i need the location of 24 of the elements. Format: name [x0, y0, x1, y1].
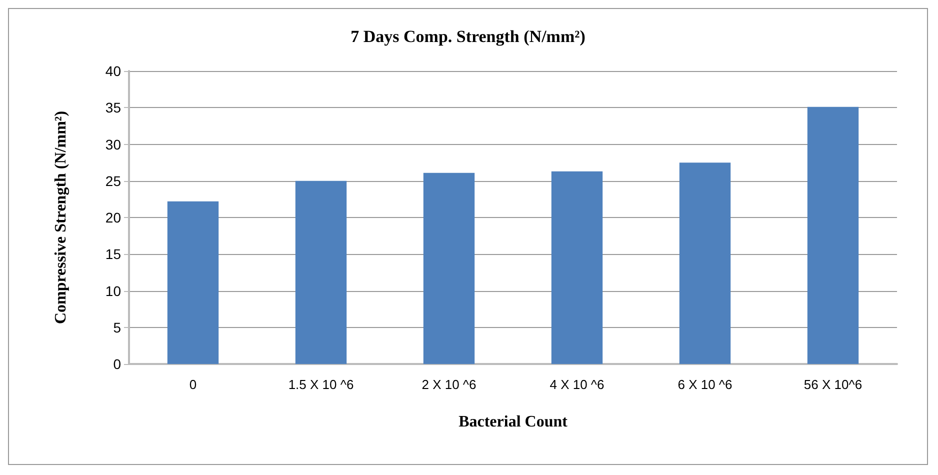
x-tick-label: 1.5 X 10 ^6	[288, 377, 354, 392]
y-tick-label: 25	[105, 172, 122, 189]
x-tick-label: 56 X 10^6	[804, 377, 862, 392]
chart-title: 7 Days Comp. Strength (N/mm²)	[350, 27, 586, 46]
y-tick-label: 5	[113, 319, 122, 336]
y-tick-label: 0	[113, 356, 122, 372]
x-tick-label: 2 X 10 ^6	[422, 377, 476, 392]
bar	[167, 201, 219, 364]
y-tick-label: 30	[105, 136, 122, 152]
x-tick-label: 4 X 10 ^6	[550, 377, 604, 392]
x-axis-title: Bacterial Count	[458, 414, 568, 430]
bar	[679, 162, 731, 364]
bar	[551, 171, 603, 364]
y-tick-label: 35	[105, 100, 122, 116]
y-tick-label: 10	[105, 282, 122, 299]
y-axis-title: Compressive Strength (N/mm²)	[52, 110, 70, 324]
x-tick-label: 6 X 10 ^6	[678, 377, 732, 392]
bar	[295, 180, 347, 364]
bar	[807, 106, 859, 364]
y-tick-label: 20	[105, 210, 122, 226]
x-tick-label: 0	[189, 377, 197, 392]
bar	[423, 172, 475, 364]
y-tick-label: 40	[105, 63, 122, 79]
y-tick-label: 15	[105, 246, 122, 262]
